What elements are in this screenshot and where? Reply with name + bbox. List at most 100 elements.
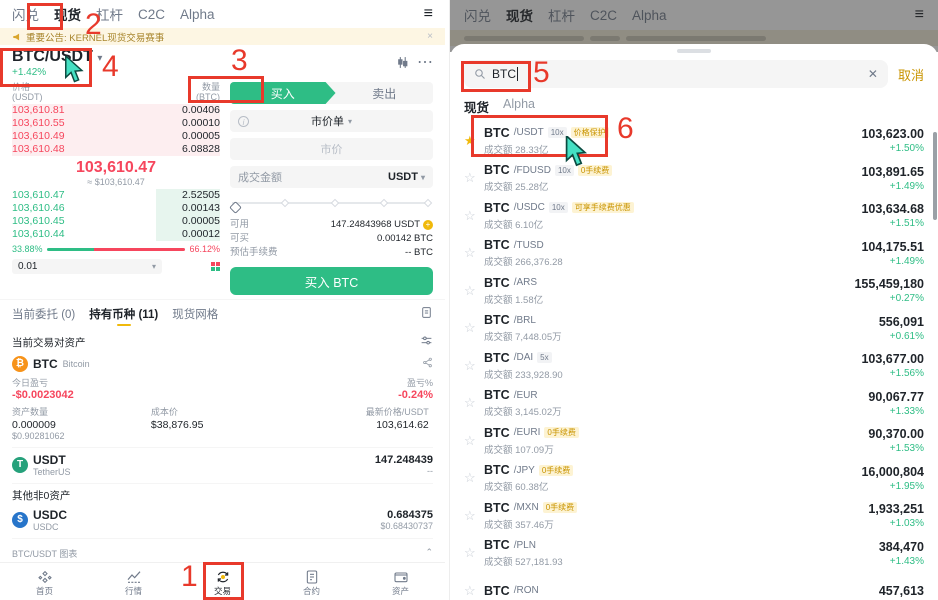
depth-view-icon[interactable] xyxy=(211,262,220,271)
chevron-down-icon: ▾ xyxy=(420,172,425,182)
nav-alpha[interactable]: Alpha xyxy=(180,6,215,22)
bottom-nav-futures[interactable]: 合约 xyxy=(267,567,356,596)
amount-currency-select[interactable]: USDT ▾ xyxy=(388,171,425,183)
pair-row[interactable]: ☆ BTC /ARS 成交额 1.58亿 155,459,180 xyxy=(450,272,938,310)
favorite-star-icon[interactable]: ☆ xyxy=(464,170,476,186)
candlestick-chart-icon[interactable] xyxy=(396,56,409,69)
nav-spot[interactable]: 现货 xyxy=(54,8,81,23)
order-type-select[interactable]: i 市价单 ▾ xyxy=(230,110,433,132)
promo-tag: 可享手续费优惠 xyxy=(571,202,634,214)
filter-sliders-icon[interactable] xyxy=(420,334,433,347)
scrollbar-thumb[interactable] xyxy=(933,132,937,220)
favorite-star-icon[interactable]: ☆ xyxy=(464,545,476,561)
favorite-star-icon[interactable]: ☆ xyxy=(464,320,476,336)
pair-row[interactable]: ★ BTC /USDT 10x 价格保护 成交额 28.33亿 103,623 xyxy=(450,122,938,160)
menu-icon[interactable]: ≡ xyxy=(423,5,433,22)
clear-search-icon[interactable]: ✕ xyxy=(867,67,878,81)
depth-ratio-bar xyxy=(46,247,186,251)
info-icon[interactable]: i xyxy=(238,115,249,127)
pair-selector[interactable]: BTC/USDT ▾ +1.42% xyxy=(12,48,102,78)
bid-row[interactable]: 103,610.46 0.00143 xyxy=(12,202,220,215)
share-icon[interactable] xyxy=(422,355,433,373)
usdc-asset-row[interactable]: $ USDC USDC 0.684375 $0.68430737 xyxy=(12,508,433,532)
favorite-star-icon[interactable]: ★ xyxy=(464,132,476,148)
other-assets-label: 其他非0资产 xyxy=(12,490,71,502)
pair-base: BTC xyxy=(484,238,510,253)
sell-tab[interactable]: 卖出 xyxy=(372,86,397,101)
favorite-star-icon[interactable]: ☆ xyxy=(464,507,476,523)
ask-row[interactable]: 103,610.48 6.08828 xyxy=(12,143,220,156)
annotation-number-6: 6 xyxy=(617,112,634,145)
ask-row[interactable]: 103,610.81 0.00406 xyxy=(12,104,220,117)
pair-chart-toggle[interactable]: BTC/USDT 图表 ⌃ xyxy=(0,545,445,562)
pair-change: +1.43% xyxy=(889,555,924,567)
price-placeholder: 市价 xyxy=(320,144,343,156)
pair-row[interactable]: ☆ BTC /JPY 0手续费 成交额 60.38亿 16,000,804 xyxy=(450,460,938,498)
pair-change: +1.50% xyxy=(889,143,924,155)
ask-row[interactable]: 103,610.55 0.00010 xyxy=(12,117,220,130)
bottom-nav-trade[interactable]: 交易 xyxy=(178,567,267,596)
nav-convert[interactable]: 闪兑 xyxy=(12,8,39,23)
pair-row[interactable]: ☆ BTC /FDUSD 10x 0手续费 成交额 25.28亿 103,89 xyxy=(450,160,938,198)
bottom-nav-home[interactable]: 首页 xyxy=(0,567,89,596)
pair-row[interactable]: ☆ BTC /EURI 0手续费 成交额 107.09万 90,370.00 xyxy=(450,422,938,460)
pair-row[interactable]: ☆ BTC /RON 457,613 xyxy=(450,572,938,600)
tab-spot-results[interactable]: 现货 xyxy=(464,101,490,115)
pair-row[interactable]: ☆ BTC /BRL 成交额 7,448.05万 556,091 xyxy=(450,310,938,348)
favorite-star-icon[interactable]: ☆ xyxy=(464,245,476,261)
pnl-label: 今日盈亏 xyxy=(12,378,49,388)
max-buy-value: 0.00142 BTC xyxy=(377,233,433,244)
announcement-close-icon[interactable]: × xyxy=(427,31,433,42)
precision-select[interactable]: 0.01 ▾ xyxy=(12,259,162,274)
favorite-star-icon[interactable]: ☆ xyxy=(464,432,476,448)
tab-spot-grid[interactable]: 现货网格 xyxy=(172,309,219,321)
bid-row[interactable]: 103,610.44 0.00012 xyxy=(12,228,220,241)
pair-row[interactable]: ☆ BTC /PLN 成交额 527,181.93 384,470 xyxy=(450,535,938,573)
more-icon[interactable]: ⋯ xyxy=(417,54,433,71)
order-history-icon[interactable] xyxy=(420,306,433,319)
buy-tab[interactable]: 买入 xyxy=(230,82,336,104)
favorite-star-icon[interactable]: ☆ xyxy=(464,582,476,598)
pair-row[interactable]: ☆ BTC /USDC 10x 可享手续费优惠 成交额 6.10亿 103,6 xyxy=(450,197,938,235)
favorite-star-icon[interactable]: ☆ xyxy=(464,395,476,411)
bid-row[interactable]: 103,610.47 2.52505 xyxy=(12,189,220,202)
btc-asset-row[interactable]: ₿ BTC Bitcoin xyxy=(12,355,433,373)
nav-c2c[interactable]: C2C xyxy=(138,6,166,22)
search-input[interactable]: BTC ✕ xyxy=(464,60,888,88)
favorite-star-icon[interactable]: ☆ xyxy=(464,470,476,486)
pnl-value: -$0.0023042 xyxy=(12,389,74,401)
drag-handle[interactable] xyxy=(677,49,711,53)
buy-submit-button[interactable]: 买入 BTC xyxy=(230,267,433,295)
deposit-icon[interactable]: + xyxy=(423,220,433,230)
pair-price: 103,634.68 xyxy=(861,202,924,217)
latest-price-label: 最新价格/USDT xyxy=(365,407,429,417)
tab-open-orders[interactable]: 当前委托 (0) xyxy=(12,309,76,321)
usdt-asset-row[interactable]: T USDT TetherUS 147.248439 -- xyxy=(12,453,433,477)
panel-divider xyxy=(445,0,450,600)
usdc-icon: $ xyxy=(12,512,28,528)
pair-price: 90,067.77 xyxy=(868,389,924,404)
amount-slider[interactable] xyxy=(229,198,433,214)
available-label[interactable]: 可用 xyxy=(230,219,250,230)
modal-overlay[interactable] xyxy=(450,0,938,52)
bid-row[interactable]: 103,610.45 0.00005 xyxy=(12,215,220,228)
pair-row[interactable]: ☆ BTC /TUSD 成交额 266,376.28 104,175.51 xyxy=(450,235,938,273)
pair-row[interactable]: ☆ BTC /EUR 成交额 3,145.02万 90,067.77 xyxy=(450,385,938,423)
pair-row[interactable]: ☆ BTC /MXN 0手续费 成交额 357.46万 1,933,251 xyxy=(450,497,938,535)
cancel-button[interactable]: 取消 xyxy=(897,67,924,83)
ask-row[interactable]: 103,610.49 0.00005 xyxy=(12,130,220,143)
bottom-nav-label: 行情 xyxy=(124,586,142,597)
pair-row[interactable]: ☆ BTC /DAI 5x 成交额 233,928.90 103,677.0 xyxy=(450,347,938,385)
bottom-nav-assets[interactable]: 资产 xyxy=(356,567,445,596)
bottom-nav-markets[interactable]: 行情 xyxy=(89,567,178,596)
search-icon xyxy=(475,69,485,79)
nav-margin[interactable]: 杠杆 xyxy=(96,8,123,23)
tab-holdings[interactable]: 持有币种 (11) xyxy=(89,306,158,322)
tab-alpha-results[interactable]: Alpha xyxy=(503,97,535,111)
favorite-star-icon[interactable]: ☆ xyxy=(464,282,476,298)
announcement-bar[interactable]: 重要公告: KERNEL现货交易赛事 × xyxy=(0,28,445,45)
favorite-star-icon[interactable]: ☆ xyxy=(464,207,476,223)
volume-text: 成交额 1.58亿 xyxy=(484,294,544,306)
favorite-star-icon[interactable]: ☆ xyxy=(464,357,476,373)
amount-field[interactable]: 成交金额 USDT ▾ xyxy=(230,166,433,188)
